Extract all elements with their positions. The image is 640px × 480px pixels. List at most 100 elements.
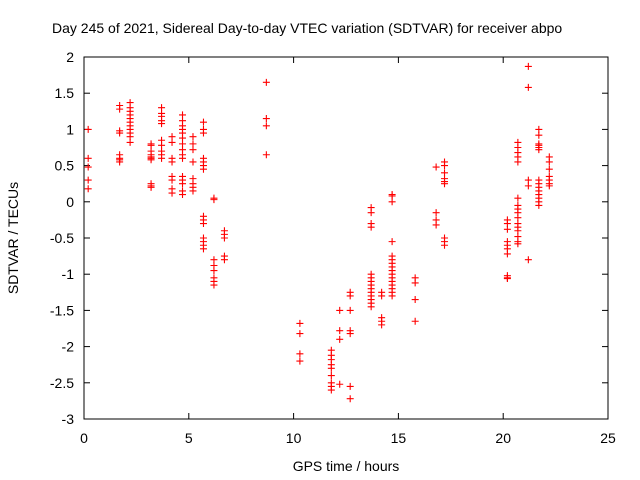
data-point <box>411 296 419 304</box>
data-point <box>367 303 375 311</box>
data-point <box>199 165 207 173</box>
data-point <box>514 194 522 202</box>
data-point <box>432 209 440 217</box>
plot-frame <box>83 56 609 420</box>
data-point <box>189 158 197 166</box>
y-tick-label: -3 <box>62 411 75 427</box>
data-point <box>411 279 419 287</box>
data-point <box>116 158 124 166</box>
data-point <box>262 122 270 130</box>
data-point <box>84 185 92 193</box>
y-tick-label: 1 <box>66 121 74 137</box>
data-point <box>147 183 155 191</box>
y-tick-label: -1 <box>62 266 75 282</box>
data-point <box>441 180 449 188</box>
data-point <box>220 234 228 242</box>
axes: 0 5 10 15 20 25 -3 -2.5 -2 -1.5 -1 -0.5 0 0.5 1 1.5 2 <box>50 49 616 446</box>
data-point <box>432 163 440 171</box>
data-point <box>336 327 344 335</box>
data-point <box>168 189 176 197</box>
y-axis-label: SDTVAR / TECUs <box>5 182 21 294</box>
x-tick-label: 25 <box>600 430 616 446</box>
data-point <box>262 151 270 159</box>
data-point <box>179 154 187 162</box>
data-point <box>199 220 207 228</box>
data-point <box>441 162 449 170</box>
x-tick-label: 0 <box>80 430 88 446</box>
data-point <box>524 182 532 190</box>
data-point <box>168 176 176 184</box>
y-tick-label: 2 <box>66 49 74 65</box>
data-point <box>545 158 553 166</box>
data-point <box>503 275 511 283</box>
y-tick-label: 0 <box>66 194 74 210</box>
data-point <box>199 245 207 253</box>
data-point <box>262 115 270 123</box>
data-point <box>411 317 419 325</box>
data-point <box>84 125 92 133</box>
data-point <box>84 154 92 162</box>
y-tick-label: -2.5 <box>50 375 74 391</box>
data-point <box>296 319 304 327</box>
data-point <box>514 158 522 166</box>
data-point <box>503 250 511 258</box>
data-point <box>189 146 197 154</box>
data-point <box>296 357 304 365</box>
data-point <box>503 225 511 233</box>
data-point <box>346 382 354 390</box>
data-point <box>189 187 197 195</box>
data-point <box>441 241 449 249</box>
x-tick-label: 10 <box>286 430 302 446</box>
data-point <box>524 62 532 70</box>
data-point <box>220 256 228 264</box>
data-point <box>199 118 207 126</box>
data-point <box>535 201 543 209</box>
data-point <box>388 198 396 206</box>
y-tick-label: 1.5 <box>55 85 75 101</box>
y-tick-label: -2 <box>62 339 75 355</box>
data-point <box>378 292 386 300</box>
data-point <box>535 146 543 154</box>
data-point <box>210 196 218 204</box>
data-point <box>179 191 187 199</box>
data-points <box>84 62 553 403</box>
data-point <box>84 163 92 171</box>
y-tick-label: -1.5 <box>50 302 74 318</box>
x-axis-label: GPS time / hours <box>293 458 400 474</box>
data-point <box>524 83 532 91</box>
data-point <box>378 321 386 329</box>
data-point <box>147 156 155 164</box>
data-point <box>336 306 344 314</box>
data-point <box>126 138 134 146</box>
data-point <box>116 129 124 137</box>
data-point <box>524 256 532 264</box>
data-point <box>346 395 354 403</box>
data-point <box>262 78 270 86</box>
x-tick-label: 5 <box>185 430 193 446</box>
data-point <box>367 223 375 231</box>
data-point <box>327 386 335 394</box>
data-point <box>535 131 543 139</box>
data-point <box>168 158 176 166</box>
data-point <box>432 221 440 229</box>
x-tick-label: 20 <box>495 430 511 446</box>
data-point <box>336 335 344 343</box>
data-point <box>189 133 197 141</box>
y-tick-label: 0.5 <box>55 158 75 174</box>
data-point <box>336 380 344 388</box>
data-point <box>158 154 166 162</box>
data-point <box>346 306 354 314</box>
data-point <box>158 120 166 128</box>
data-point <box>296 350 304 358</box>
data-point <box>168 138 176 146</box>
data-point <box>116 105 124 113</box>
data-point <box>545 182 553 190</box>
x-tick-label: 15 <box>391 430 407 446</box>
data-point <box>327 372 335 380</box>
data-point <box>346 330 354 338</box>
data-point <box>179 180 187 188</box>
data-point <box>367 209 375 217</box>
y-tick-label: -0.5 <box>50 230 74 246</box>
data-point <box>210 281 218 289</box>
